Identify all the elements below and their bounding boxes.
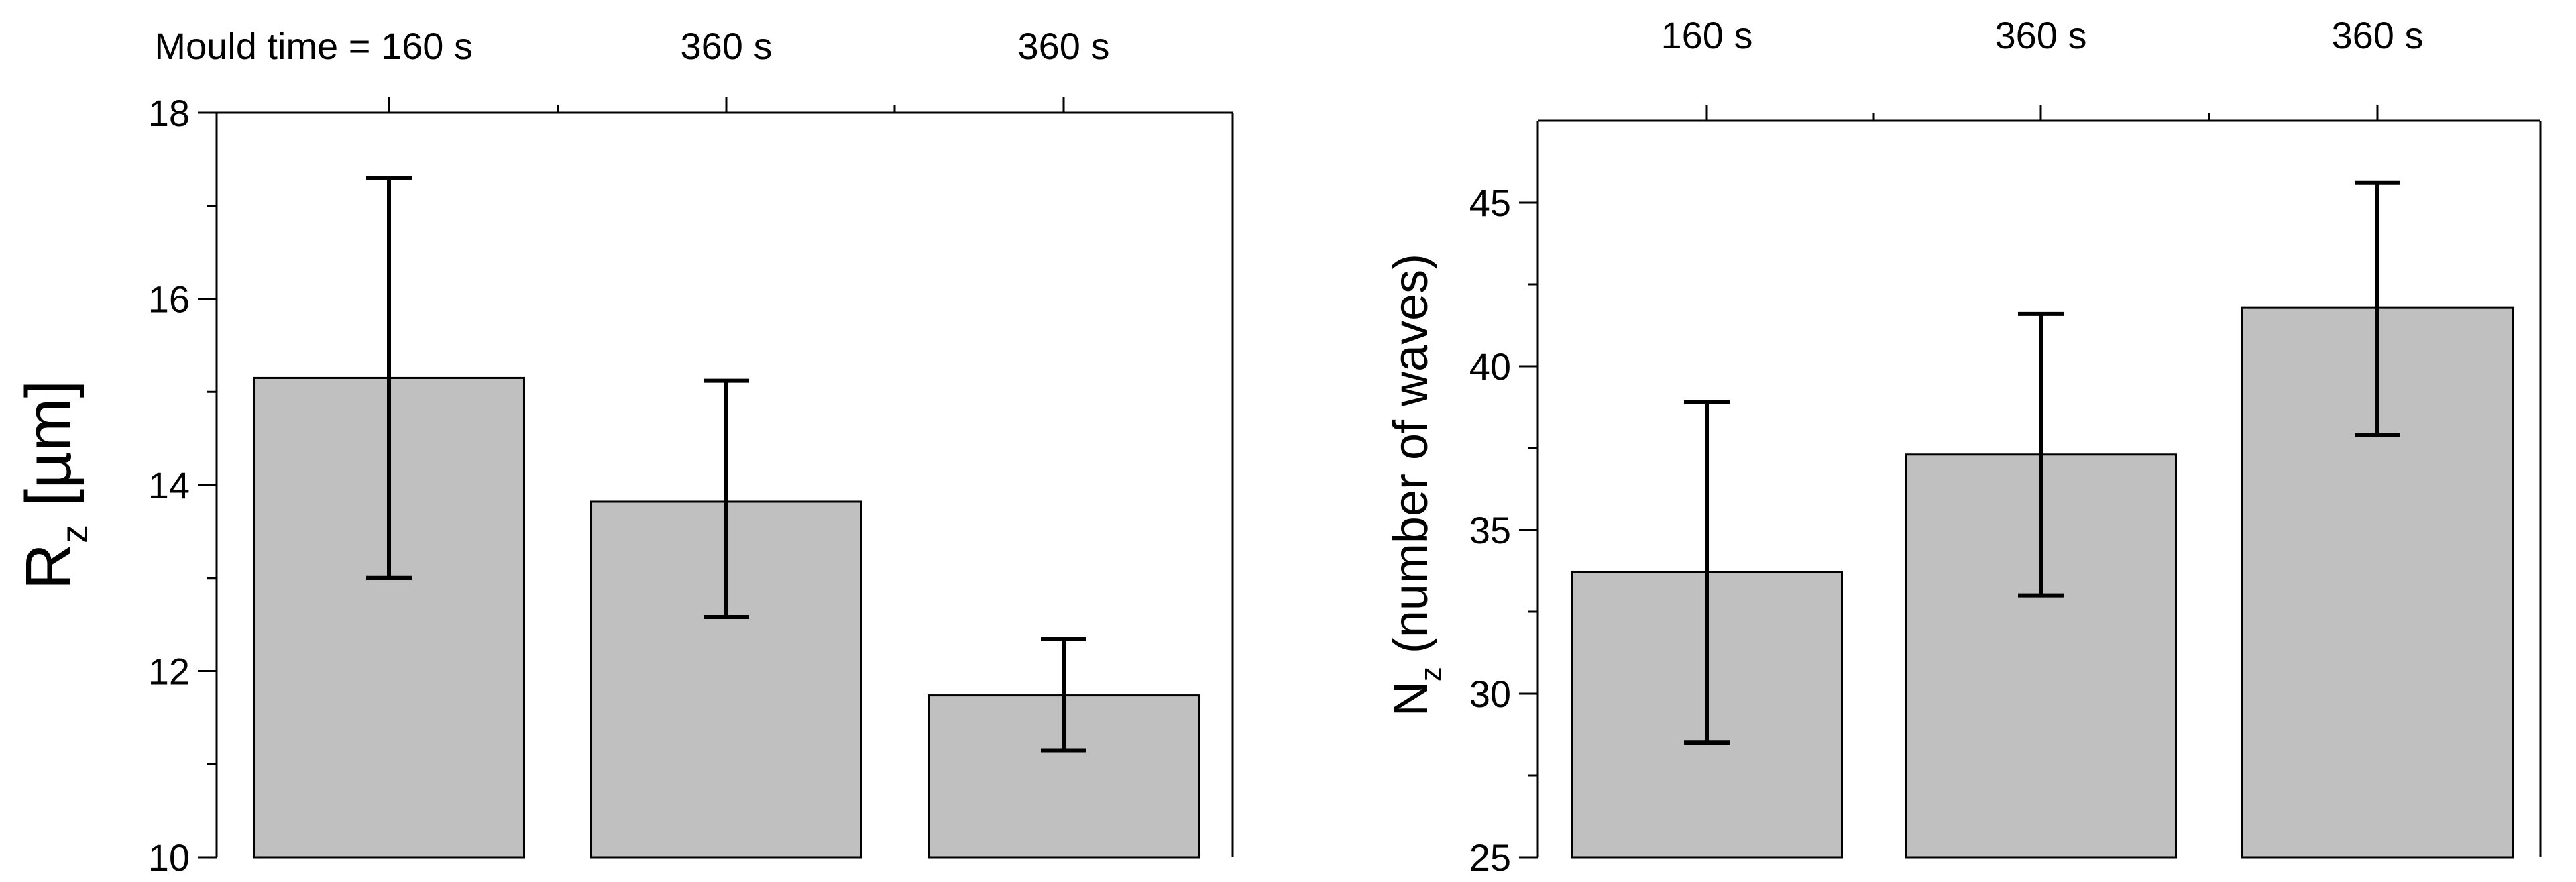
y-tick-label: 30 <box>1469 673 1511 715</box>
y-tick-label: 40 <box>1469 345 1511 388</box>
category-label: 160 s <box>1661 14 1753 56</box>
y-tick-label: 35 <box>1469 509 1511 551</box>
y-tick-label: 12 <box>148 651 190 693</box>
y-axis-title: Nz (number of waves) <box>1384 254 1447 716</box>
y-tick-label: 18 <box>148 92 190 134</box>
y-tick-label: 45 <box>1469 182 1511 224</box>
y-tick-label: 16 <box>148 278 190 321</box>
waves-chart: 25 30 35 40 45 160 s 360 s 360 s Nz (number of w… <box>1384 14 2542 879</box>
category-label: 360 s <box>2332 14 2424 56</box>
y-tick-label: 10 <box>148 836 190 879</box>
category-label: 360 s <box>1995 14 2087 56</box>
category-label: 360 s <box>1018 25 1110 67</box>
y-tick-label: 25 <box>1469 836 1511 879</box>
category-label: Mould time = 160 s <box>154 25 473 67</box>
category-label: 360 s <box>681 25 773 67</box>
y-axis-title: Rz [µm] <box>13 380 95 590</box>
roughness-chart: 10 12 14 16 18 Mould time = 160 s 360 s 360 s Rz… <box>13 25 1234 879</box>
y-tick-label: 14 <box>148 464 190 506</box>
